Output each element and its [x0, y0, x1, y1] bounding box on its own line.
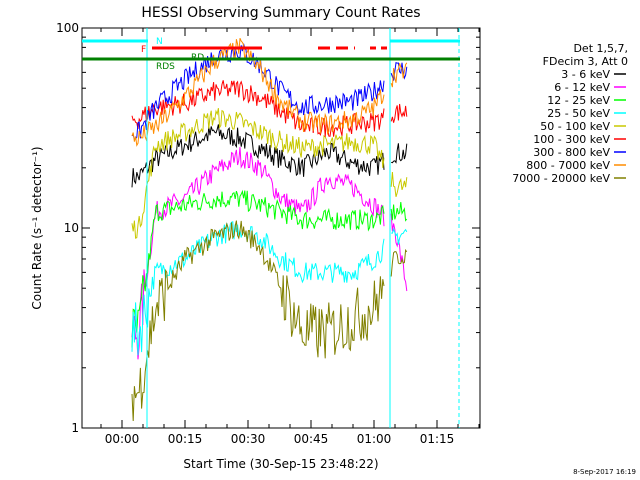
legend-header: Det 1,5,7,	[573, 42, 628, 55]
flag-label: RD	[191, 53, 204, 63]
legend-entry-label: 100 - 300 keV	[533, 133, 610, 146]
legend-entry-label: 12 - 25 keV	[547, 94, 610, 107]
y-tick-label: 100	[56, 21, 79, 35]
footer-timestamp: 8-Sep-2017 16:19	[573, 468, 636, 476]
legend-entry-label: 25 - 50 keV	[547, 107, 610, 120]
series-line	[131, 38, 408, 147]
series-line	[131, 124, 408, 188]
chart-title: HESSI Observing Summary Count Rates	[141, 5, 420, 21]
series-line	[131, 80, 408, 137]
x-tick-label: 01:00	[357, 432, 392, 446]
x-tick-label: 00:45	[294, 432, 329, 446]
flag-label: RDS	[156, 62, 175, 72]
legend-entry-label: 800 - 7000 keV	[526, 159, 610, 172]
axes-ticks: 00:00 00:15 00:30 00:45 01:00 01:15 1 10 100	[56, 21, 480, 446]
legend-entry-label: 50 - 100 keV	[540, 120, 610, 133]
flag-label: F	[141, 45, 146, 55]
y-tick-label: 10	[64, 221, 79, 235]
legend-entry-label: 6 - 12 keV	[554, 81, 610, 94]
x-axis-label: Start Time (30-Sep-15 23:48:22)	[183, 457, 378, 471]
y-axis-label: Count Rate (s⁻¹ detector⁻¹)	[30, 146, 44, 309]
legend-entry-label: 300 - 800 keV	[533, 146, 610, 159]
x-tick-label: 00:30	[231, 432, 266, 446]
x-tick-label: 00:00	[105, 432, 140, 446]
series-line	[131, 221, 408, 356]
y-tick-label: 1	[71, 421, 79, 435]
legend-entry-label: 3 - 6 keV	[561, 68, 610, 81]
x-tick-label: 01:15	[420, 432, 455, 446]
series-line	[131, 220, 408, 422]
series-line	[131, 189, 408, 348]
flags-layer: NF RD RDS	[82, 28, 460, 428]
legend-entry-label: 7000 - 20000 keV	[512, 172, 610, 185]
x-tick-label: 00:15	[168, 432, 203, 446]
flag-label: N	[156, 37, 163, 47]
legend-header: FDecim 3, Att 0	[543, 55, 628, 68]
series-layer	[131, 38, 408, 422]
